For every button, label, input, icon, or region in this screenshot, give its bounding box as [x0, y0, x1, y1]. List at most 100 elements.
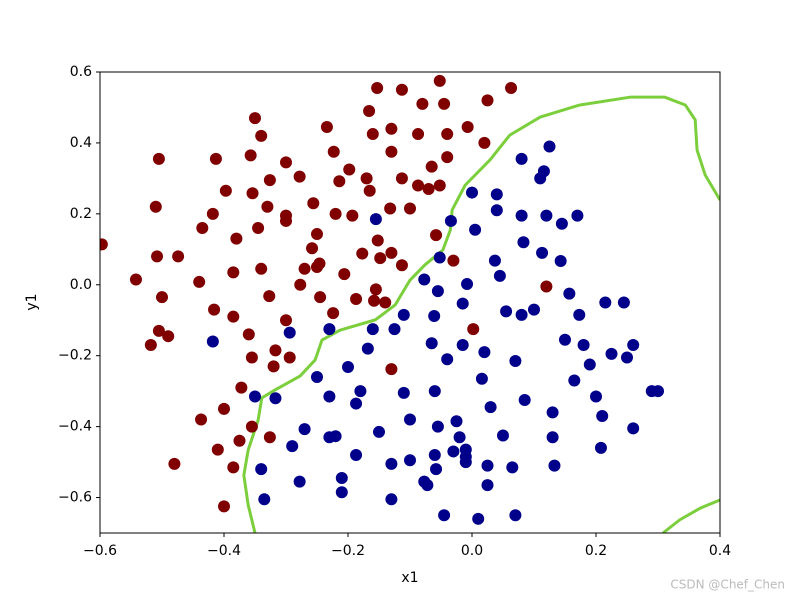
point — [366, 128, 379, 141]
point — [323, 323, 336, 336]
point — [306, 242, 319, 255]
point — [583, 358, 596, 371]
point — [385, 363, 398, 376]
y-tick-label: −0.4 — [58, 419, 92, 435]
point — [621, 351, 633, 364]
point — [555, 217, 568, 230]
point — [333, 175, 346, 188]
point — [456, 339, 469, 352]
point — [242, 328, 255, 341]
point — [144, 339, 157, 352]
point — [652, 385, 664, 398]
point — [385, 122, 398, 135]
point — [515, 209, 528, 222]
point — [509, 355, 522, 368]
point — [534, 172, 547, 185]
point — [374, 252, 387, 265]
point — [605, 347, 618, 360]
point — [453, 431, 466, 444]
point — [428, 385, 441, 398]
point — [369, 283, 382, 296]
point — [459, 456, 472, 469]
point — [350, 448, 363, 461]
point — [230, 232, 243, 245]
point — [484, 401, 497, 414]
y-tick-label: 0.2 — [70, 206, 92, 222]
point — [430, 463, 443, 476]
x-tick-label: −0.4 — [207, 543, 241, 559]
point — [323, 431, 336, 444]
point — [536, 246, 549, 259]
x-tick-label: 0.4 — [709, 543, 731, 559]
point — [563, 287, 576, 300]
point — [269, 344, 282, 357]
point — [515, 308, 528, 321]
point — [369, 213, 382, 226]
point — [425, 160, 438, 173]
point — [151, 250, 164, 263]
point — [363, 184, 376, 197]
point — [258, 493, 271, 506]
x-tick-label: −0.2 — [331, 543, 365, 559]
point — [329, 207, 342, 220]
point — [472, 512, 485, 525]
point — [298, 423, 311, 436]
point — [490, 188, 503, 201]
point — [307, 197, 320, 210]
y-tick-label: 0.0 — [70, 277, 92, 293]
point — [168, 457, 181, 470]
point — [433, 179, 446, 192]
point — [543, 140, 556, 153]
point — [263, 174, 276, 187]
point — [360, 172, 373, 185]
point — [350, 397, 363, 410]
point — [425, 337, 438, 350]
point — [461, 278, 474, 291]
point — [506, 461, 519, 474]
point — [206, 207, 219, 220]
point — [488, 254, 501, 267]
point — [577, 339, 590, 352]
point — [356, 247, 369, 260]
point — [162, 330, 175, 343]
point — [573, 308, 586, 321]
point — [245, 351, 258, 364]
point — [412, 179, 425, 192]
point — [599, 296, 612, 309]
point — [255, 129, 268, 142]
point — [438, 97, 451, 110]
x-tick-label: 0.2 — [585, 543, 607, 559]
watermark: CSDN @Chef_Chen — [670, 578, 785, 592]
point — [373, 425, 385, 438]
point — [412, 128, 425, 141]
point — [422, 183, 435, 196]
point — [456, 297, 469, 310]
point — [441, 151, 454, 164]
point — [314, 291, 327, 304]
point — [385, 246, 398, 259]
axes-frame — [99, 71, 721, 534]
point — [428, 448, 441, 461]
y-axis-label: y1 — [24, 293, 40, 310]
point — [249, 390, 261, 403]
point — [596, 409, 609, 422]
point — [152, 152, 165, 165]
point — [227, 266, 240, 279]
point — [481, 94, 494, 107]
point — [311, 261, 323, 274]
point — [500, 305, 513, 318]
point — [293, 475, 306, 488]
point — [283, 326, 296, 339]
x-tick-label: 0.0 — [461, 543, 483, 559]
point — [293, 170, 306, 183]
point — [397, 386, 410, 399]
y-tick-label: 0.4 — [70, 135, 92, 151]
point — [193, 275, 206, 288]
point — [100, 238, 108, 251]
point — [431, 285, 444, 298]
point — [469, 223, 482, 236]
point — [245, 420, 258, 433]
plot-area — [100, 74, 720, 533]
point — [447, 254, 460, 267]
